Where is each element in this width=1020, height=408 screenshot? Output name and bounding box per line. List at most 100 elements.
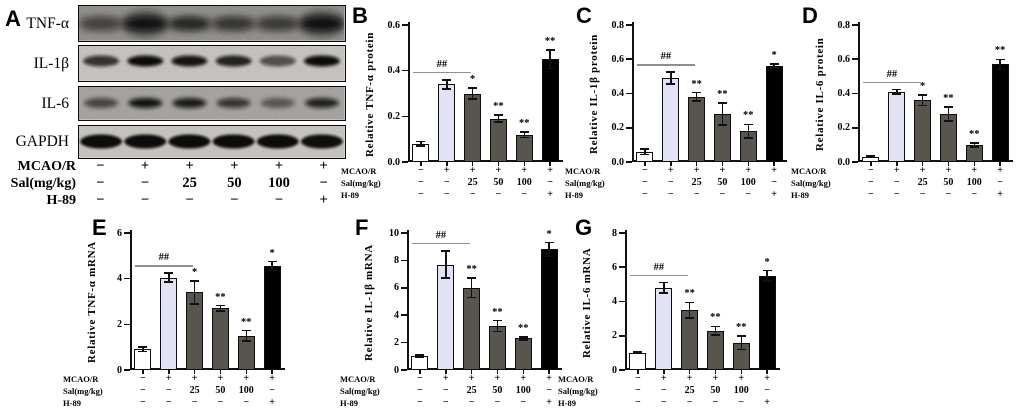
panel-d-chart: D Relative IL-6 protein 0.0 0.2 0.4 0.6 0.8 * *…: [790, 0, 1020, 206]
treatment-value: −: [442, 397, 449, 408]
treatment-value: −: [243, 397, 250, 408]
treatment-value: +: [468, 373, 475, 384]
error-bar-cap: [633, 352, 643, 355]
treatment-value: +: [319, 192, 328, 208]
y-tick-label: 0.4: [387, 65, 401, 77]
treatment-value: −: [868, 177, 874, 188]
panel-letter-c: C: [576, 3, 592, 28]
error-bar-cap: [518, 339, 528, 341]
treatment-value: 25: [182, 175, 197, 191]
y-tick-label: 2: [117, 318, 122, 330]
error-bar-cap: [736, 335, 746, 337]
treatment-value: +: [185, 158, 194, 174]
error-bar-line: [973, 142, 975, 147]
treatment-value: −: [771, 177, 777, 188]
error-bar-cap: [666, 83, 676, 85]
error-bar-cap: [866, 156, 876, 159]
treatment-row-label: MCAO/R: [558, 374, 594, 384]
y-tick-label: 0: [394, 364, 399, 376]
significance-label: **: [994, 45, 1006, 57]
treatment-value: +: [712, 373, 719, 384]
error-bar-cap: [943, 120, 953, 122]
treatment-value: −: [738, 397, 745, 408]
error-bar-cap: [918, 104, 928, 107]
treatment-value: −: [140, 175, 150, 191]
treatment-value: +: [997, 165, 1003, 176]
error-bar-cap: [519, 136, 529, 139]
x-tick: [522, 370, 524, 374]
treatment-value: 100: [238, 385, 254, 396]
panel-letter-d: D: [802, 3, 818, 28]
bar: [263, 266, 281, 370]
treatment-value: −: [96, 175, 105, 191]
error-bar-line: [921, 95, 924, 106]
treatment-value: +: [495, 165, 502, 176]
error-bar-cap: [164, 272, 174, 274]
error-bar-cap: [467, 296, 477, 299]
y-tick-label: 0.4: [837, 88, 851, 99]
error-bar-cap: [416, 140, 426, 143]
blot-row-label: IL-6: [41, 95, 69, 112]
error-bar-cap: [743, 137, 753, 139]
panel-a-western-blot: A TNF-α IL-1β IL-6 GAPDH MCAO/R − + + + + + Sal(mg/…: [0, 0, 356, 208]
error-bar-line: [747, 124, 749, 138]
chart-body: Relative TNF-α mRNA 0 2 4 6 * ** ** * ## MCAO/R − + +…: [62, 208, 292, 408]
treatment-value: +: [771, 189, 777, 200]
y-tick-label: 2: [612, 330, 617, 342]
treatment-value: −: [165, 397, 172, 408]
error-bar-cap: [969, 142, 979, 144]
error-bar-cap: [544, 241, 554, 244]
error-bar-cap: [892, 88, 902, 91]
error-bar-cap: [267, 269, 277, 272]
y-tick: [402, 115, 408, 118]
error-bar-line: [497, 115, 500, 123]
error-bar-cap: [769, 67, 779, 69]
significance-label: **: [518, 322, 529, 334]
treatment-row-label: H-89: [341, 190, 359, 200]
y-axis-title: Relative IL-1β mRNA: [363, 244, 375, 361]
blot-grain: [79, 126, 344, 157]
y-tick: [401, 369, 407, 371]
error-bar-cap: [545, 49, 555, 51]
error-bar-line: [999, 59, 1001, 70]
treatment-value: −: [442, 385, 449, 396]
error-bar-line: [663, 282, 665, 293]
chart-body: Relative IL-1β protein 0.0 0.2 0.4 0.6 0.8 ** *…: [564, 0, 794, 206]
x-tick: [663, 370, 665, 374]
treatment-value: +: [745, 165, 752, 176]
y-tick: [619, 300, 625, 303]
treatment-value: +: [140, 158, 150, 174]
hash-label: ##: [436, 58, 448, 70]
significance-label: *: [469, 73, 476, 85]
treatment-row-label: Sal(mg/kg): [558, 386, 598, 396]
treatment-value: −: [418, 165, 424, 176]
treatment-row-label: MCAO/R: [63, 374, 99, 384]
chart-body: Relative IL-6 mRNA 0 2 4 6 8 ** ** ** * ## MCAO/R − +…: [557, 208, 787, 408]
y-tick-label: 6: [394, 282, 399, 294]
treatment-value: 50: [493, 177, 504, 188]
error-bar-cap: [492, 330, 502, 333]
error-bar-cap: [241, 329, 251, 332]
blot-grain: [79, 6, 344, 40]
error-bar-line: [721, 102, 724, 126]
significance-label: **: [717, 88, 728, 100]
blot-bands: [79, 6, 344, 40]
error-bar-cap: [190, 303, 200, 305]
y-tick-label: 2: [394, 337, 399, 349]
y-tick: [124, 232, 130, 234]
treatment-value: −: [764, 385, 770, 396]
treatment-value: −: [642, 165, 648, 176]
error-bar-cap: [493, 121, 503, 123]
panel-letter-e: E: [92, 215, 107, 240]
significance-label: **: [519, 117, 530, 129]
hash-label: ##: [435, 229, 447, 241]
y-tick: [626, 58, 632, 61]
error-bar-line: [470, 278, 473, 298]
y-tick: [619, 232, 625, 234]
bar: [515, 134, 533, 162]
treatment-value: +: [547, 189, 553, 200]
treatment-value: +: [521, 165, 528, 176]
treatment-row-label: H-89: [791, 190, 809, 200]
treatment-row-label: MCAO/R: [340, 374, 376, 384]
